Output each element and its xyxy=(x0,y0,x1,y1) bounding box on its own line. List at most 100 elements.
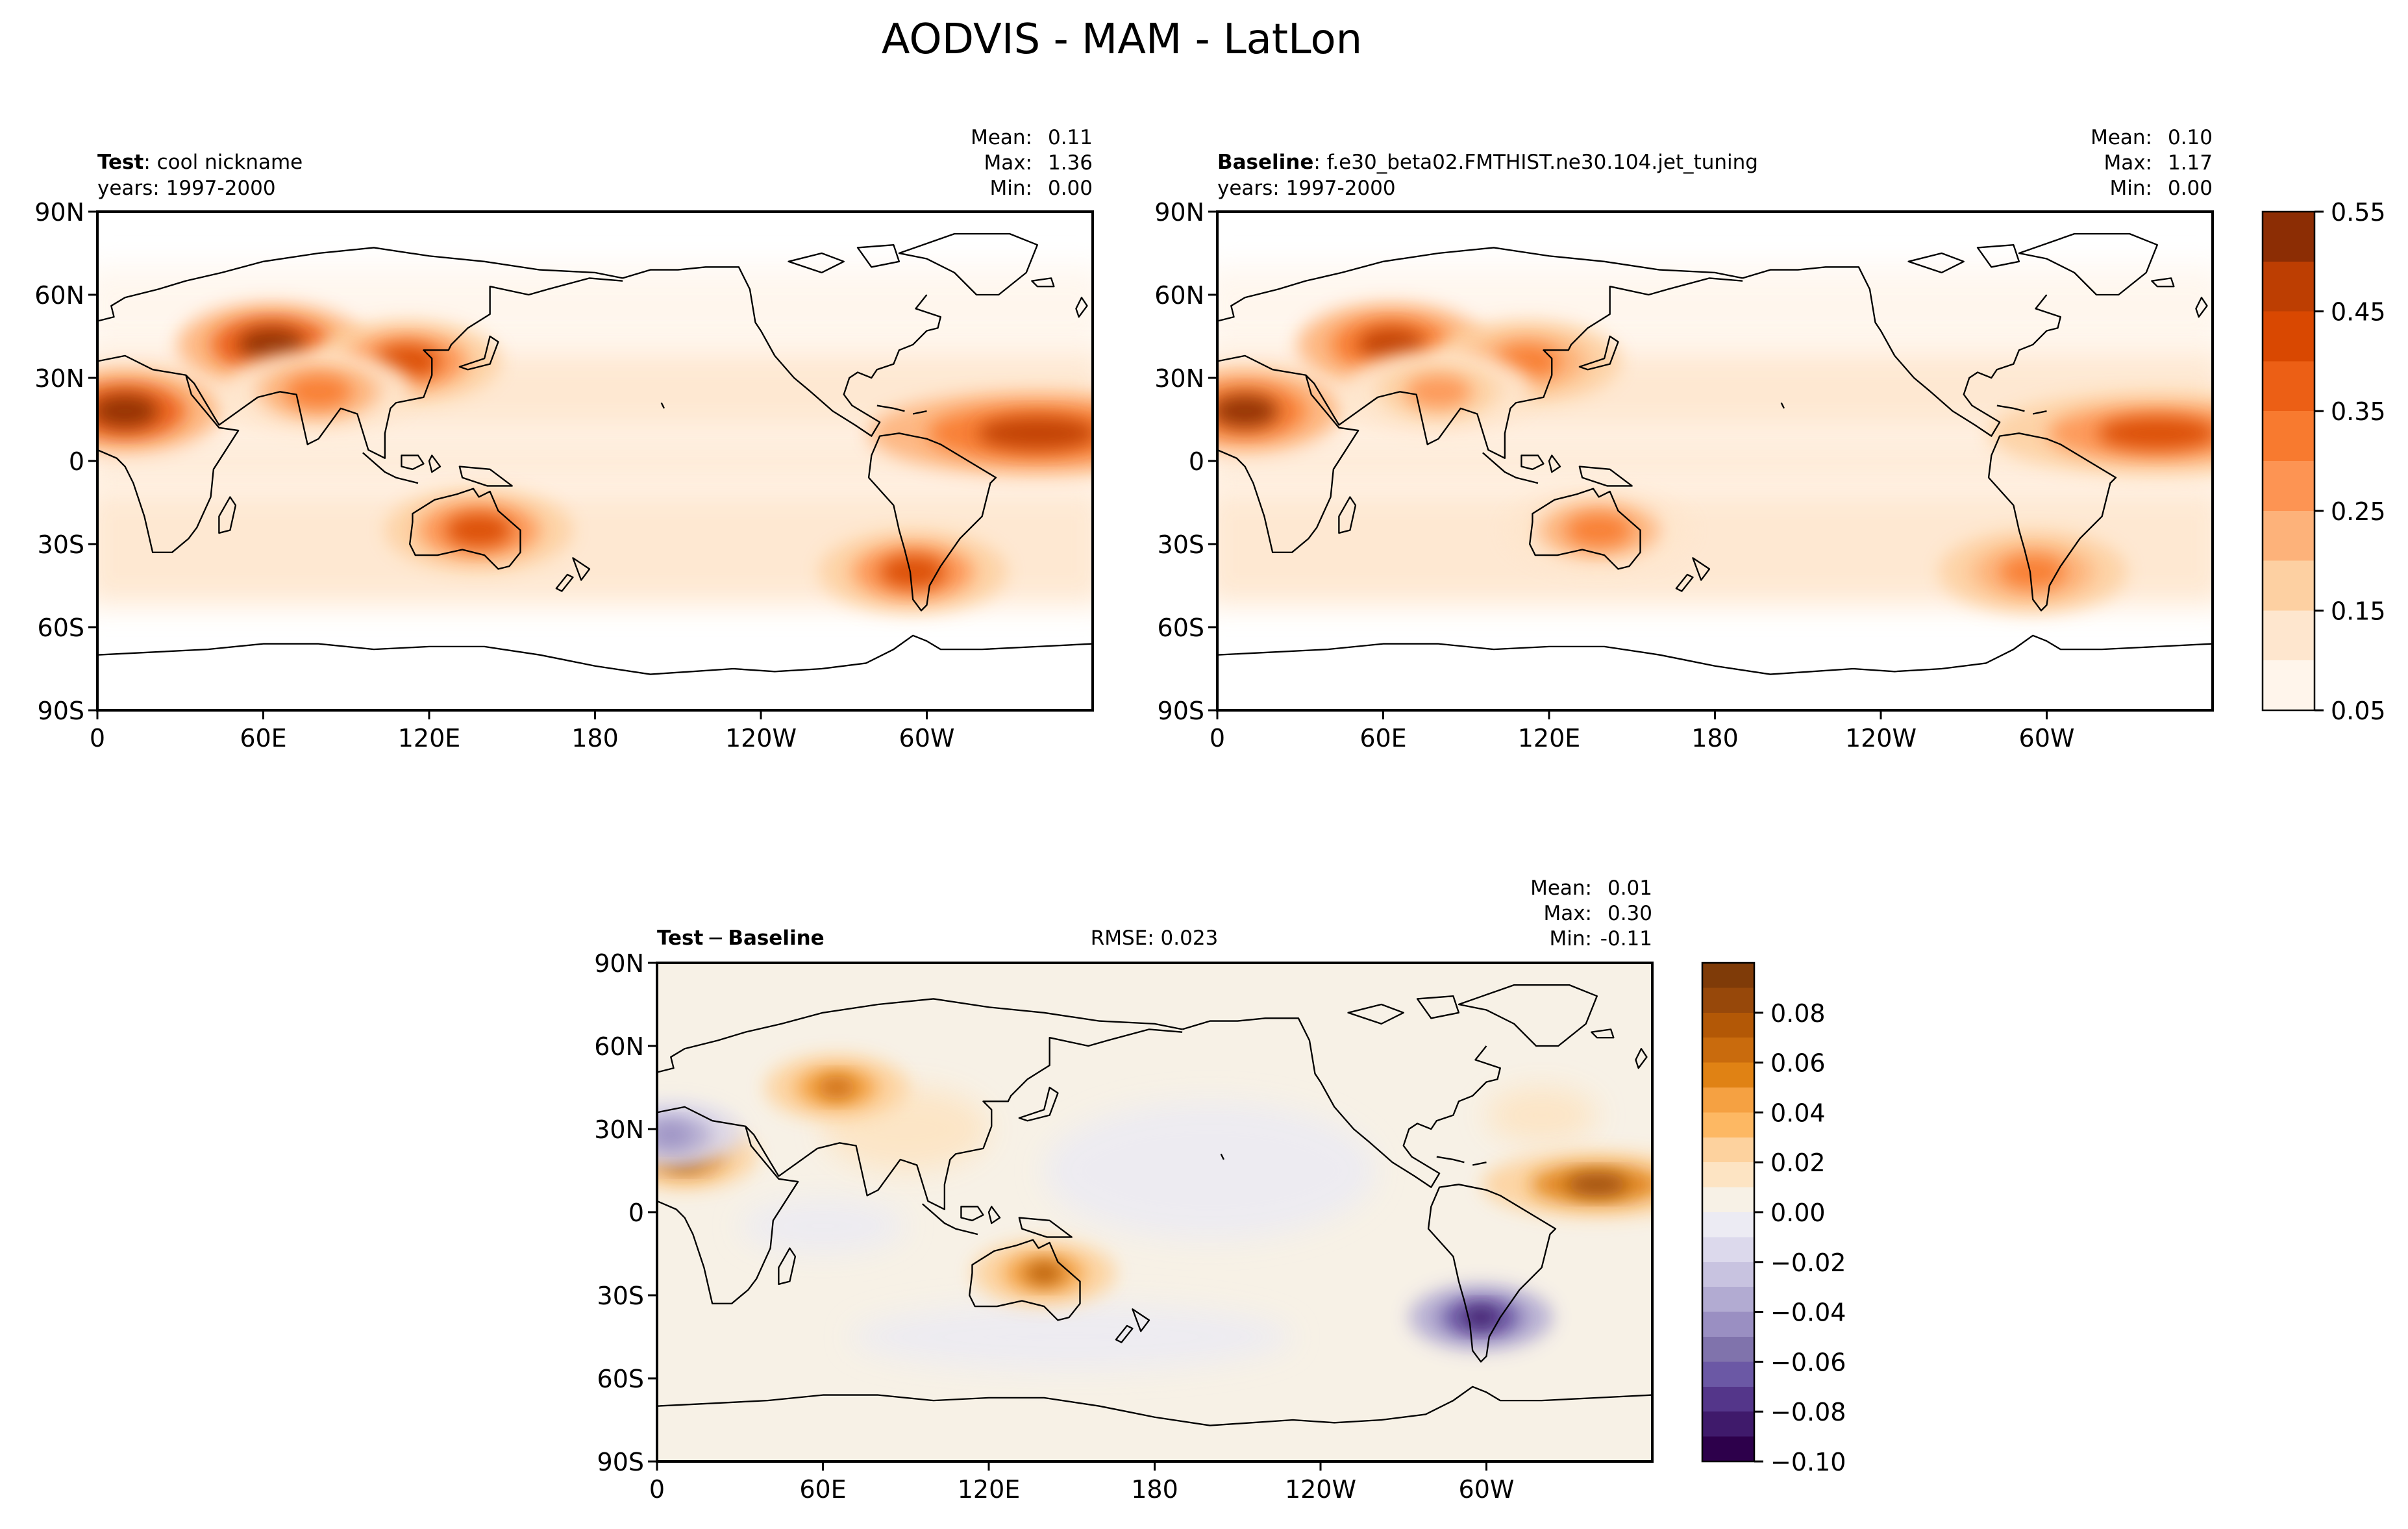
baseline-stat-mean-value: 0.10 xyxy=(2168,126,2213,149)
diff-field xyxy=(657,1054,1652,1371)
diff-xtick-label: 0 xyxy=(649,1475,665,1504)
colorbar-oranges-tick-label: 0.55 xyxy=(2331,198,2386,227)
test-aerosol-source xyxy=(977,416,1093,450)
diff-anomaly xyxy=(817,1076,856,1099)
baseline-xtick-label: 120E xyxy=(1518,724,1581,752)
baseline-aerosol-source xyxy=(1405,375,1472,408)
colorbar-puor-tick-label: 0.08 xyxy=(1770,999,1826,1028)
baseline-ytick-label: 90S xyxy=(1158,697,1204,725)
test-field xyxy=(97,267,1093,614)
diff-background-anomaly xyxy=(850,1303,1293,1371)
diff-label-b: Baseline xyxy=(728,926,824,950)
baseline-ytick-label: 30N xyxy=(1154,364,1204,393)
colorbar-puor-tick-label: −0.06 xyxy=(1770,1348,1846,1376)
diff-background-anomaly xyxy=(1044,1101,1376,1240)
test-xtick-label: 120E xyxy=(398,724,461,752)
diff-label-a: Test xyxy=(657,926,704,950)
baseline-field xyxy=(1217,267,2213,614)
test-aerosol-source xyxy=(285,375,352,408)
diff-stat-mean-value: 0.01 xyxy=(1607,876,1652,900)
colorbar-puor-tick-label: 0.02 xyxy=(1770,1149,1826,1177)
baseline-xtick-label: 120W xyxy=(1845,724,1917,752)
test-ytick-label: 90N xyxy=(34,198,84,227)
diff-ytick-label: 60N xyxy=(594,1032,644,1061)
baseline-years: years: 1997-2000 xyxy=(1217,177,1396,200)
baseline-ytick-label: 60S xyxy=(1158,614,1204,642)
test-map xyxy=(97,212,1093,710)
colorbar-oranges-tick-label: 0.35 xyxy=(2331,397,2386,426)
diff-rmse: RMSE: 0.023 xyxy=(1091,926,1219,950)
test-stat-max-label: Max: xyxy=(984,151,1032,175)
baseline-aerosol-source xyxy=(2000,555,2067,589)
test-ytick-label: 0 xyxy=(69,447,84,476)
diff-anomaly xyxy=(657,1123,691,1146)
diff-ytick-label: 60S xyxy=(597,1365,644,1393)
test-stat-min-label: Min: xyxy=(990,177,1032,200)
test-aerosol-source xyxy=(880,555,947,589)
diff-axis-ticks: 0 60E 120E 180 120W 60W 90N 60N 30N 0 30S 60S 90S xyxy=(594,949,1514,1504)
diff-xtick-label: 60E xyxy=(799,1475,846,1504)
test-stat-mean-value: 0.11 xyxy=(1048,126,1093,149)
baseline-stat-min-label: Min: xyxy=(2110,177,2152,200)
test-label-bold: Test xyxy=(97,151,144,174)
diff-anomaly xyxy=(1566,1173,1628,1196)
colorbar-puor-tick-label: 0.06 xyxy=(1770,1049,1826,1078)
baseline-ytick-label: 0 xyxy=(1189,447,1204,476)
baseline-xtick-label: 60E xyxy=(1359,724,1406,752)
diff-map xyxy=(657,963,1652,1461)
colorbar-puor-fill xyxy=(1701,962,1756,1463)
test-aerosol-source xyxy=(445,514,512,547)
baseline-panel: Baseline: f.e30_beta02.FMTHIST.ne30.104.… xyxy=(1154,126,2386,752)
test-years: years: 1997-2000 xyxy=(97,177,276,200)
diff-ytick-label: 30N xyxy=(594,1115,644,1144)
diff-label-op: − xyxy=(707,926,724,950)
diff-xtick-label: 60W xyxy=(1459,1475,1515,1504)
colorbar-oranges: 0.05 0.15 0.25 0.35 0.45 0.55 xyxy=(2261,198,2386,725)
baseline-ytick-label: 60N xyxy=(1154,281,1204,310)
colorbar-puor-tick-label: −0.08 xyxy=(1770,1398,1846,1426)
diff-background-anomaly xyxy=(739,1198,906,1254)
test-xtick-label: 60W xyxy=(899,724,955,752)
test-ytick-label: 90S xyxy=(38,697,84,725)
colorbar-oranges-tick-label: 0.05 xyxy=(2331,697,2386,725)
baseline-label-rest: : f.e30_beta02.FMTHIST.ne30.104.jet_tuni… xyxy=(1313,151,1758,174)
baseline-aerosol-source xyxy=(1565,514,1632,547)
diff-stat-max-value: 0.30 xyxy=(1607,902,1652,925)
test-stat-min-value: 0.00 xyxy=(1048,177,1093,200)
colorbar-puor: 0.08 0.06 0.04 0.02 0.00 −0.02 −0.04 −0.06 −0.08… xyxy=(1701,962,1846,1476)
diff-ytick-label: 30S xyxy=(597,1282,644,1310)
colorbar-puor-tick-label: 0.04 xyxy=(1770,1099,1826,1127)
colorbar-puor-tick-label: 0.00 xyxy=(1770,1199,1826,1227)
colorbar-oranges-tick-label: 0.15 xyxy=(2331,597,2386,625)
test-label: Test: cool nickname xyxy=(97,151,303,174)
test-panel: Test: cool nickname years: 1997-2000 Mea… xyxy=(34,126,1094,752)
diff-ytick-label: 90N xyxy=(594,949,644,978)
test-xtick-label: 60E xyxy=(240,724,286,752)
test-ytick-label: 30N xyxy=(34,364,84,393)
colorbar-puor-ticks: 0.08 0.06 0.04 0.02 0.00 −0.02 −0.04 −0.06 −0.08… xyxy=(1754,999,1846,1476)
figure-title: AODVIS - MAM - LatLon xyxy=(882,16,1362,64)
test-ytick-label: 60N xyxy=(34,281,84,310)
difference-panel: Test − Baseline RMSE: 0.023 Mean: 0.01 Max… xyxy=(594,876,1846,1504)
diff-anomaly xyxy=(1461,1306,1500,1329)
test-xtick-label: 0 xyxy=(90,724,105,752)
baseline-aerosol-source xyxy=(1217,394,1278,428)
colorbar-puor-tick-label: −0.02 xyxy=(1770,1249,1846,1277)
diff-stat-min-label: Min: xyxy=(1550,927,1592,951)
diff-anomaly xyxy=(1024,1262,1063,1284)
baseline-stat-mean-label: Mean: xyxy=(2091,126,2152,149)
diff-stat-mean-label: Mean: xyxy=(1530,876,1592,900)
baseline-xtick-label: 60W xyxy=(2019,724,2075,752)
baseline-map xyxy=(1217,212,2213,710)
baseline-stat-max-label: Max: xyxy=(2104,151,2152,175)
colorbar-puor-tick-label: −0.10 xyxy=(1770,1448,1846,1476)
diff-xtick-label: 180 xyxy=(1131,1475,1178,1504)
test-ytick-label: 60S xyxy=(38,614,84,642)
diff-xtick-label: 120E xyxy=(958,1475,1021,1504)
diff-ytick-label: 90S xyxy=(597,1448,644,1476)
baseline-xtick-label: 0 xyxy=(1210,724,1225,752)
test-axis-ticks: 0 60E 120E 180 120W 60W 90N 60N 30N 0 30S 60S 90S xyxy=(34,198,954,752)
test-xtick-label: 120W xyxy=(725,724,797,752)
diff-background-anomaly xyxy=(1486,1087,1597,1143)
